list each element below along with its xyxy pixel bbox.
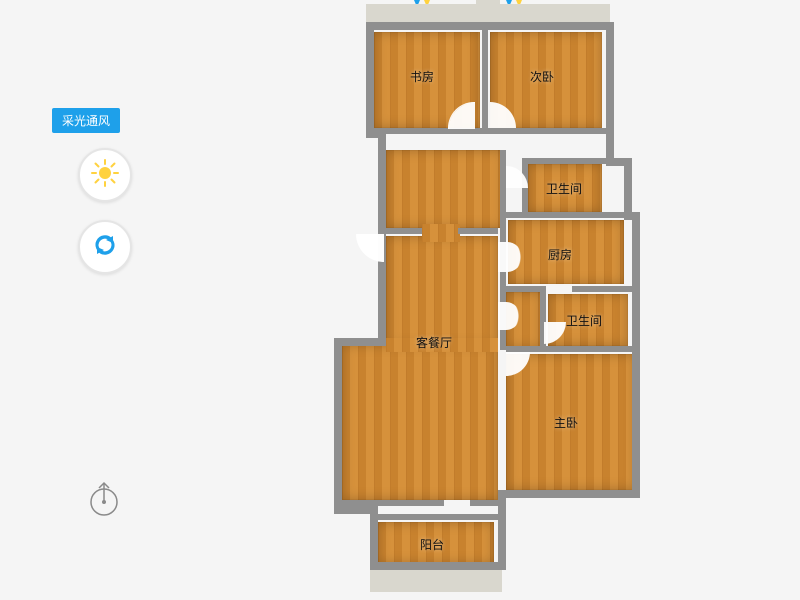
wall	[370, 562, 506, 570]
wall	[334, 338, 382, 346]
wall	[378, 132, 386, 346]
floorplan: 书房 次卧 卫生间 厨房 卫生间 主卧 客餐厅 阳台	[330, 2, 660, 596]
wall	[366, 22, 374, 132]
sunlight-button[interactable]	[78, 148, 132, 202]
floorplan-canvas: 采光通风	[0, 0, 800, 600]
grey-slab-bottom	[370, 570, 502, 592]
ventilation-button[interactable]	[78, 220, 132, 274]
wall	[498, 490, 640, 498]
room-balcony	[378, 522, 494, 564]
iwall	[540, 286, 546, 348]
sun-icon	[91, 159, 119, 192]
iwall	[458, 228, 498, 234]
iwall	[500, 150, 506, 350]
wall	[366, 22, 614, 30]
iwall	[572, 286, 632, 292]
iwall	[370, 514, 500, 520]
wall	[370, 514, 378, 570]
compass-icon	[85, 480, 123, 518]
room-hall-joint	[422, 224, 460, 242]
room-living-joint	[386, 338, 498, 352]
iwall	[386, 228, 422, 234]
iwall	[506, 286, 544, 292]
iwall	[342, 500, 444, 506]
iwall	[482, 28, 488, 130]
lighting-ventilation-badge: 采光通风	[52, 108, 120, 133]
refresh-icon	[91, 231, 119, 264]
grey-slab-top-notch	[476, 0, 500, 8]
room-second-bedroom	[490, 32, 602, 128]
iwall	[522, 158, 606, 164]
iwall	[522, 158, 528, 214]
room-master-bedroom	[506, 354, 636, 490]
room-kitchen	[508, 220, 624, 284]
iwall	[506, 346, 632, 352]
room-bath-1	[528, 164, 602, 212]
iwall	[374, 128, 606, 134]
wall	[606, 22, 614, 158]
wall	[334, 338, 342, 514]
iwall	[506, 212, 632, 218]
room-living-dining-lower	[342, 344, 498, 500]
room-living-dining-upper	[386, 236, 498, 346]
room-study	[374, 32, 480, 128]
iwall	[470, 500, 500, 506]
room-corridor	[506, 292, 542, 348]
room-upper-hall	[386, 150, 504, 228]
room-bath-2	[548, 294, 628, 346]
wall	[632, 212, 640, 498]
wall	[624, 158, 632, 220]
